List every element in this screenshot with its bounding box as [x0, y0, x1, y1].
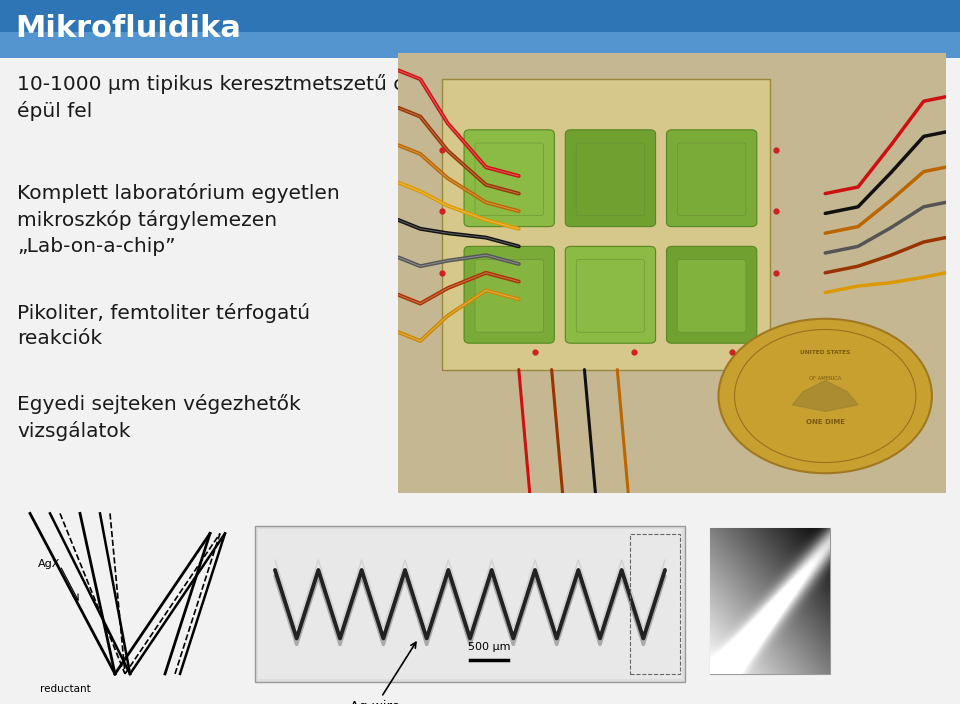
Text: 80 μm: 80 μm: [718, 634, 754, 643]
FancyBboxPatch shape: [565, 130, 656, 227]
Polygon shape: [792, 381, 858, 411]
FancyBboxPatch shape: [565, 246, 656, 344]
Bar: [258, 529, 682, 679]
Text: UNITED STATES: UNITED STATES: [800, 349, 851, 355]
FancyBboxPatch shape: [443, 79, 771, 370]
FancyBboxPatch shape: [576, 143, 645, 215]
FancyBboxPatch shape: [475, 143, 543, 215]
FancyBboxPatch shape: [666, 246, 756, 344]
Bar: [0, 32, 960, 58]
Bar: [630, 534, 680, 674]
FancyBboxPatch shape: [666, 130, 756, 227]
Text: Mikrofluidika: Mikrofluidika: [15, 14, 241, 44]
FancyBboxPatch shape: [475, 260, 543, 332]
Text: ONE DIME: ONE DIME: [805, 420, 845, 425]
Bar: [710, 529, 830, 674]
FancyBboxPatch shape: [464, 246, 554, 344]
Bar: [0, 0, 960, 58]
FancyBboxPatch shape: [576, 260, 645, 332]
Text: AgX: AgX: [38, 558, 60, 569]
Text: 500 μm: 500 μm: [468, 642, 511, 652]
Text: Ag wire: Ag wire: [350, 642, 416, 704]
Text: Komplett laboratórium egyetlen
mikroszkóp tárgylemezen
„Lab-on-a-chip”: Komplett laboratórium egyetlen mikroszkó…: [17, 183, 340, 256]
Ellipse shape: [718, 319, 932, 473]
Text: OF AMERICA: OF AMERICA: [809, 376, 841, 381]
FancyBboxPatch shape: [678, 143, 746, 215]
FancyBboxPatch shape: [464, 130, 554, 227]
Text: Pikoliter, femtoliter térfogatú
reakciók: Pikoliter, femtoliter térfogatú reakciók: [17, 303, 310, 348]
FancyBboxPatch shape: [678, 260, 746, 332]
Bar: [255, 527, 685, 682]
Text: Egyedi sejteken végezhetők
vizsgálatok: Egyedi sejteken végezhetők vizsgálatok: [17, 394, 301, 441]
Text: 10-1000 μm tipikus keresztmetszetű csatornákból, reakcióterekből, rezervoárokból: 10-1000 μm tipikus keresztmetszetű csato…: [17, 74, 857, 121]
Text: reductant: reductant: [39, 684, 90, 694]
